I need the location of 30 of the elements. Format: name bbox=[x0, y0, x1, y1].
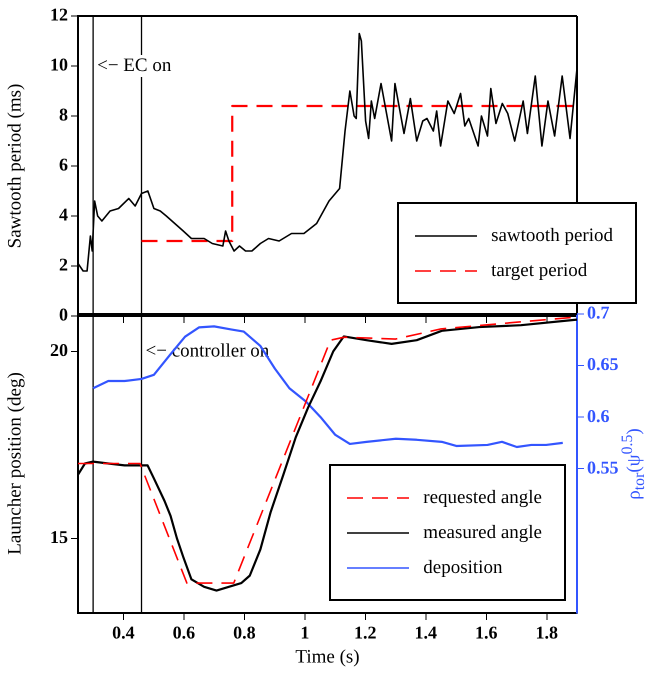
x-tick-label: 0.8 bbox=[233, 622, 256, 642]
y-tick-label: 10 bbox=[50, 54, 68, 75]
y2-tick-label: 0.7 bbox=[587, 302, 610, 323]
x-tick-label: 1.4 bbox=[414, 622, 438, 642]
x-tick-label: 1.2 bbox=[354, 622, 377, 642]
y2-tick-label: 0.65 bbox=[587, 354, 618, 374]
y-tick-label: 20 bbox=[50, 340, 68, 360]
x-tick-label: 1 bbox=[300, 622, 310, 642]
y2-tick-label: 0.55 bbox=[587, 457, 618, 478]
x-tick-label: 1.6 bbox=[475, 622, 498, 642]
y-tick-label: 8 bbox=[59, 104, 68, 125]
annotation: <− EC on bbox=[97, 54, 172, 76]
y-tick-label: 12 bbox=[50, 4, 68, 25]
y-axis-title: Launcher position (deg) bbox=[4, 372, 26, 555]
legend-label: sawtooth period bbox=[491, 224, 613, 246]
y-axis-title: Sawtooth period (ms) bbox=[4, 84, 26, 248]
y-tick-label: 15 bbox=[50, 526, 68, 547]
y2-tick-label: 0.6 bbox=[587, 406, 610, 426]
y-tick-label: 4 bbox=[59, 204, 68, 225]
x-tick-label: 0.6 bbox=[172, 622, 196, 642]
x-tick-label: 1.8 bbox=[536, 622, 558, 642]
legend-label: deposition bbox=[423, 556, 502, 578]
y-tick-label: 2 bbox=[59, 254, 68, 275]
legend-label: target period bbox=[491, 260, 588, 282]
y-tick-label: 6 bbox=[59, 154, 68, 175]
legend-label: measured angle bbox=[423, 522, 542, 544]
x-axis-title: Time (s) bbox=[295, 646, 360, 668]
legend-label: requested angle bbox=[423, 486, 542, 508]
y-tick-label: 0 bbox=[59, 304, 68, 325]
x-tick-label: 0.4 bbox=[112, 622, 135, 642]
